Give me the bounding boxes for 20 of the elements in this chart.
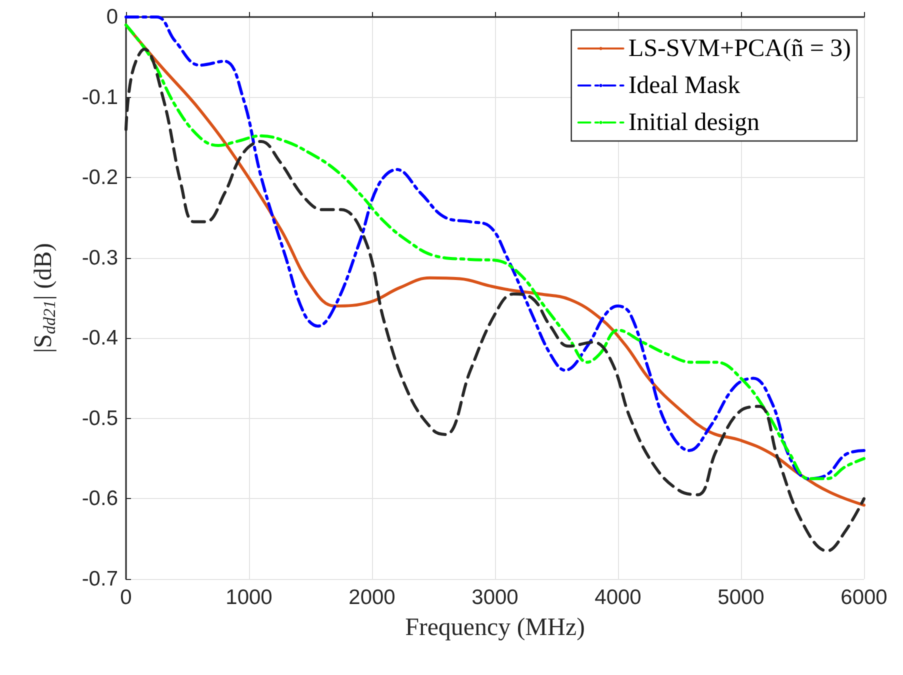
y-tick-label: -0.1 — [82, 86, 118, 109]
y-tick-label: -0.3 — [82, 246, 118, 270]
x-tick-label: 0 — [120, 586, 132, 609]
y-tick-label: -0.2 — [82, 166, 118, 190]
y-tick-label: -0.7 — [82, 568, 118, 590]
legend-label: Ideal Mask — [628, 72, 741, 99]
x-axis-title: Frequency (MHz) — [405, 614, 585, 641]
x-tick-label: 1000 — [226, 586, 272, 609]
x-tick-label: 2000 — [348, 586, 396, 609]
x-tick-label: 4000 — [594, 586, 642, 609]
legend-label: Initial design — [628, 109, 760, 136]
x-tick-label: 5000 — [718, 586, 764, 609]
y-axis-title: |Sdd21| (dB) — [30, 243, 59, 353]
y-tick-label: 0 — [106, 6, 118, 28]
y-tick-label: -0.5 — [82, 406, 118, 430]
legend-label: LS-SVM+PCA(ñ = 3) — [628, 35, 852, 62]
x-tick-label: 3000 — [472, 586, 518, 609]
x-tick-label: 6000 — [840, 586, 888, 609]
y-tick-label: -0.6 — [82, 487, 118, 510]
y-tick-label: -0.4 — [82, 326, 118, 350]
